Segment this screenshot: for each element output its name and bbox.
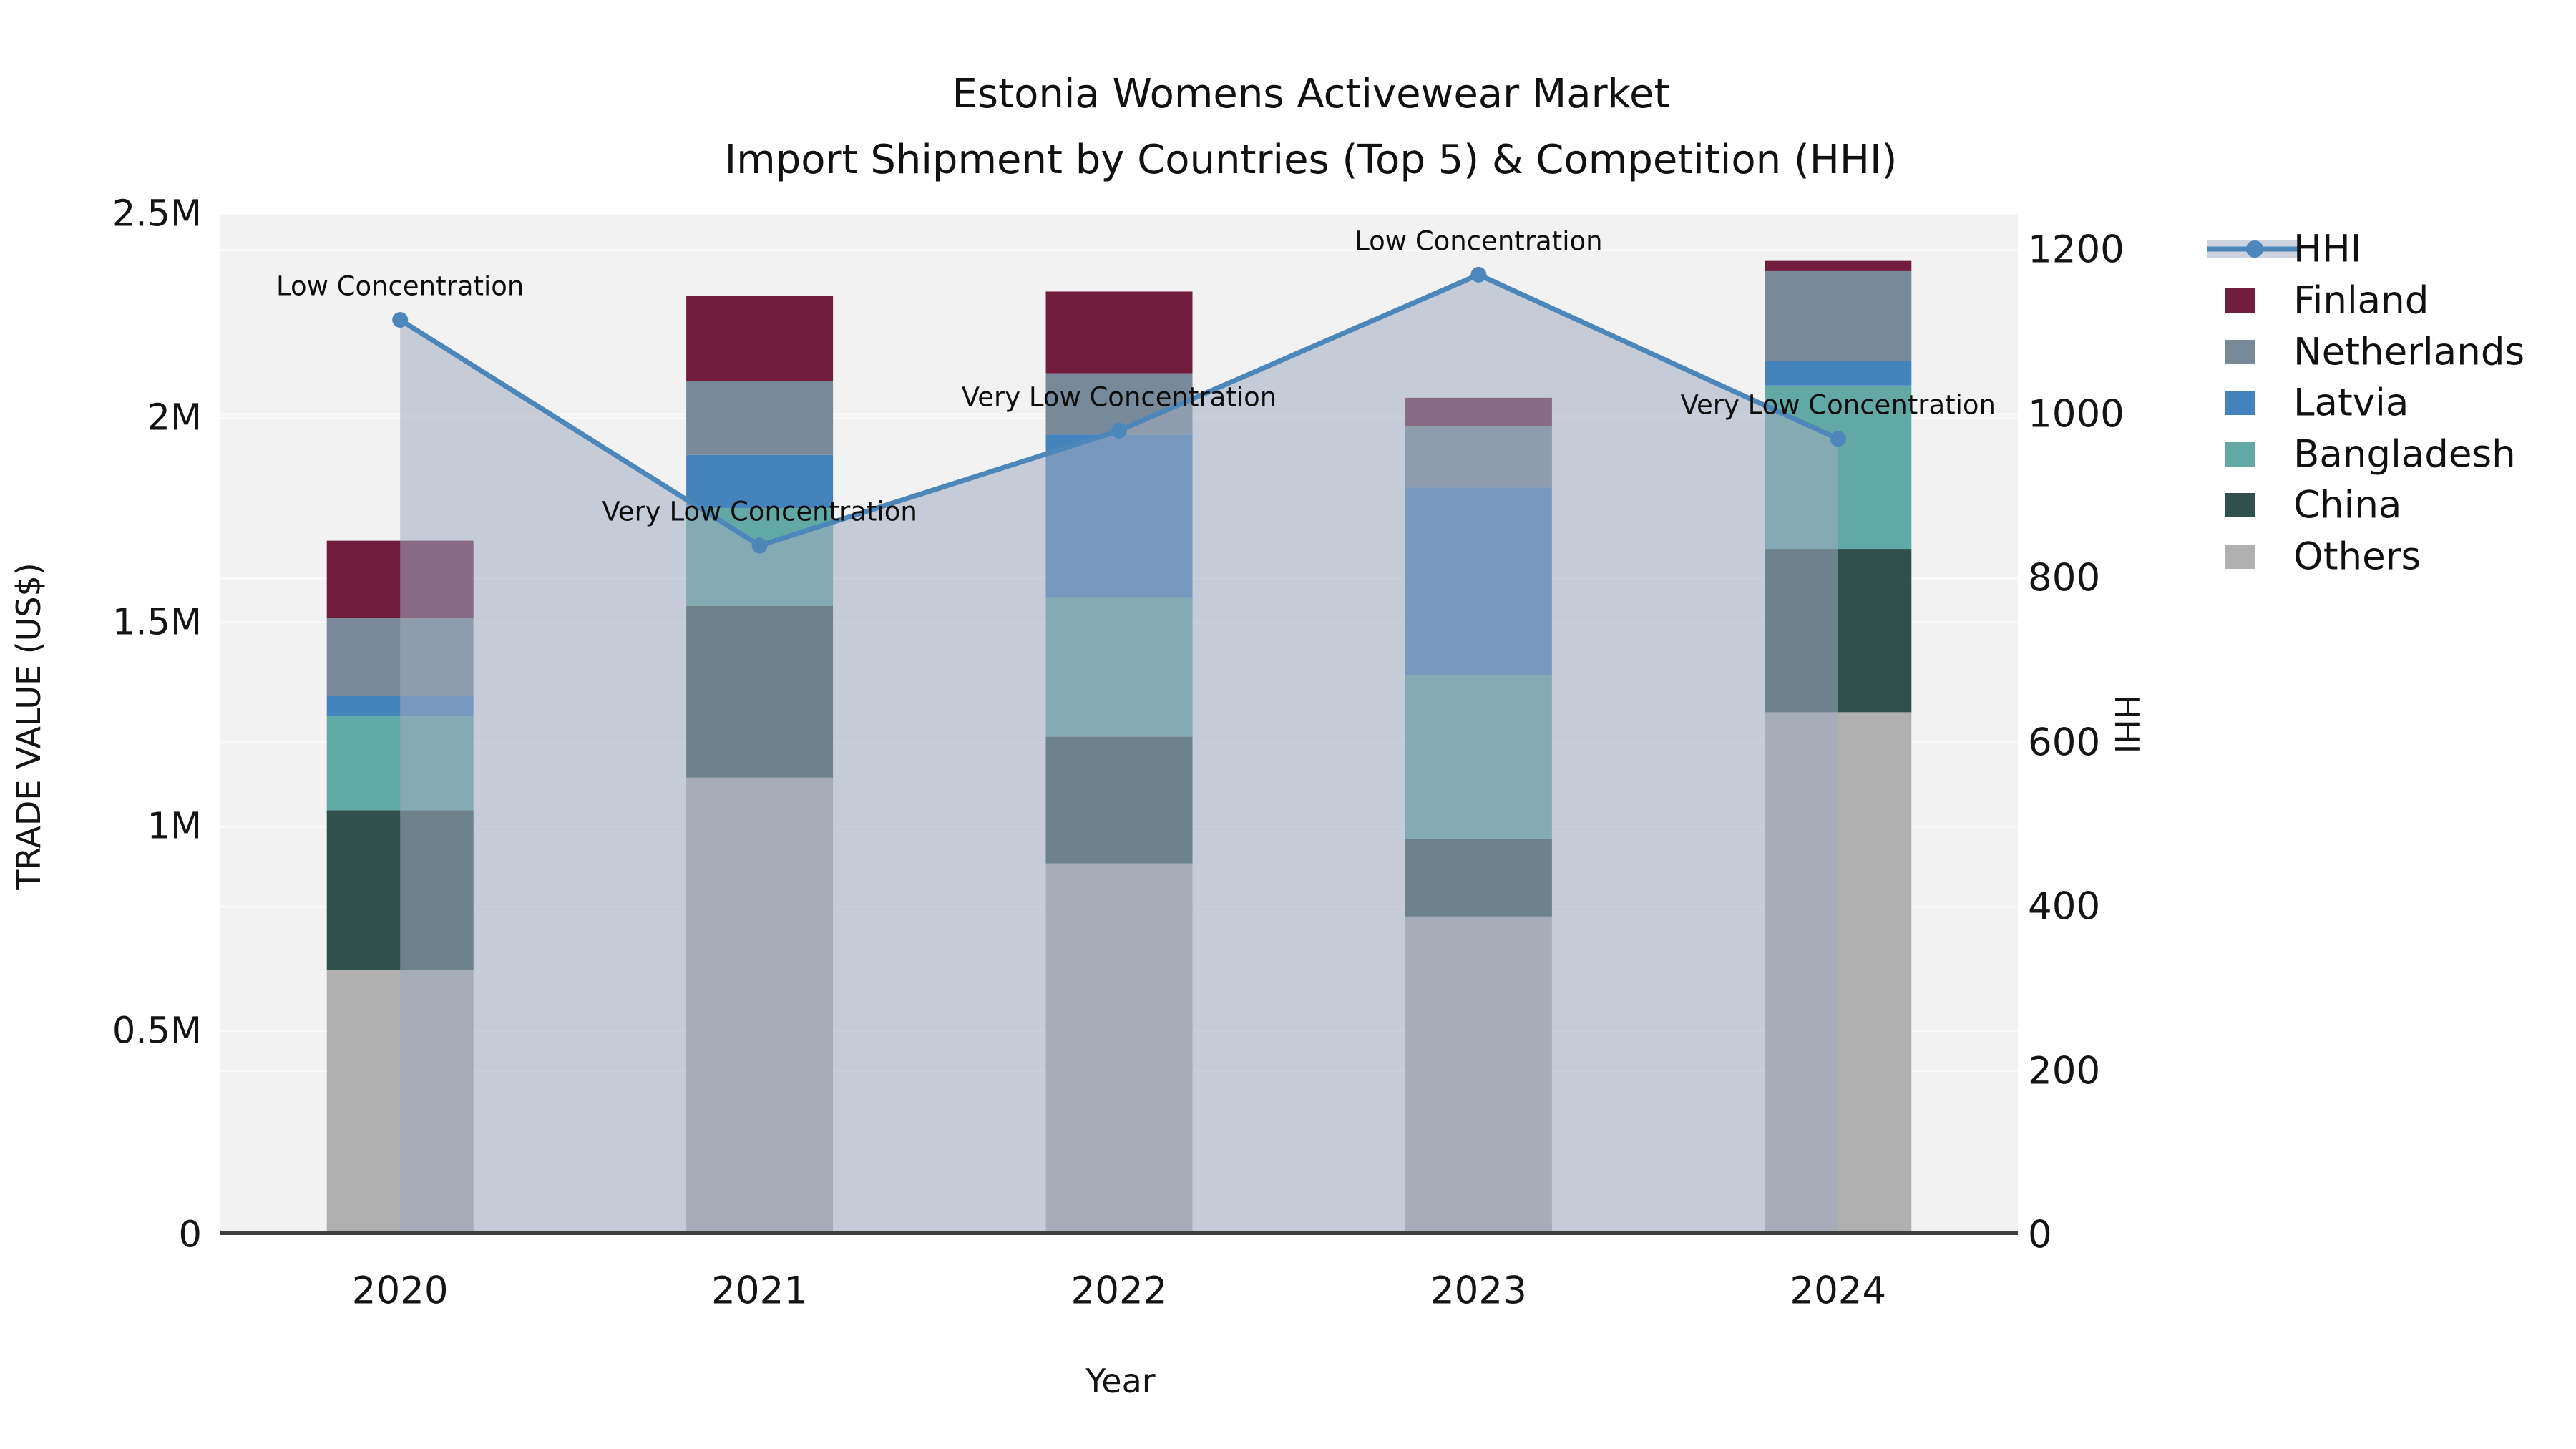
legend-swatch-china bbox=[2225, 493, 2255, 517]
bar-segment-finland-2022 bbox=[1045, 291, 1193, 374]
y-axis-right-tick: 800 bbox=[2028, 556, 2101, 600]
legend-swatch-latvia bbox=[2225, 391, 2255, 415]
y-axis-right-tick: 600 bbox=[2028, 721, 2101, 765]
legend-label-latvia: Latvia bbox=[2293, 381, 2409, 425]
y-axis-right-tick: 1200 bbox=[2028, 228, 2124, 272]
hhi-annotation-2023: Low Concentration bbox=[1355, 225, 1603, 257]
legend-label-netherlands: Netherlands bbox=[2293, 330, 2525, 374]
hhi-annotation-2021: Very Low Concentration bbox=[602, 496, 917, 527]
legend-swatch-netherlands bbox=[2225, 340, 2255, 364]
legend-swatch-finland bbox=[2225, 288, 2255, 313]
bar-segment-finland-2024 bbox=[1765, 260, 1912, 271]
y-axis-left-tick: 1M bbox=[147, 805, 202, 848]
bar-segment-latvia-2021 bbox=[686, 454, 834, 508]
legend-swatch-bangladesh bbox=[2225, 442, 2255, 467]
legend-label-finland: Finland bbox=[2293, 278, 2429, 323]
legend-label-china: China bbox=[2293, 483, 2402, 527]
hhi-marker-2023 bbox=[1470, 266, 1487, 283]
y-axis-right-tick: 0 bbox=[2028, 1213, 2052, 1257]
y-axis-right-tick: 200 bbox=[2028, 1049, 2101, 1093]
legend-label-bangladesh: Bangladesh bbox=[2293, 432, 2516, 477]
chart-title: Estonia Womens Activewear Market Import … bbox=[725, 62, 1898, 193]
hhi-marker-2024 bbox=[1830, 431, 1846, 447]
legend-swatch-others bbox=[2225, 545, 2255, 569]
y-axis-left-tick: 0.5M bbox=[112, 1010, 202, 1053]
x-axis-spine bbox=[220, 1231, 2018, 1235]
x-axis-title: Year bbox=[1085, 1362, 1156, 1400]
y-axis-left-tick: 2.5M bbox=[112, 192, 202, 235]
x-axis-tick-2020: 2020 bbox=[351, 1269, 449, 1313]
x-axis-tick-2022: 2022 bbox=[1070, 1269, 1168, 1313]
hhi-annotation-2024: Very Low Concentration bbox=[1680, 389, 1996, 421]
chart-title-line1: Estonia Womens Activewear Market bbox=[952, 71, 1670, 117]
bar-segment-latvia-2024 bbox=[1765, 361, 1912, 386]
hhi-marker-2020 bbox=[392, 311, 409, 328]
plot-area bbox=[220, 214, 2018, 1235]
hhi-marker-2022 bbox=[1111, 422, 1127, 439]
legend-label-hhi: HHI bbox=[2293, 227, 2362, 271]
y-axis-left-tick: 0 bbox=[178, 1214, 202, 1257]
y-axis-left-tick: 1.5M bbox=[112, 601, 202, 644]
y-axis-left-tick: 2M bbox=[147, 396, 202, 439]
y-axis-right-tick: 400 bbox=[2028, 884, 2101, 929]
y-axis-right-title: HHI bbox=[2107, 694, 2146, 754]
bar-segment-netherlands-2024 bbox=[1765, 270, 1912, 361]
hhi-annotation-2020: Low Concentration bbox=[276, 270, 525, 302]
x-axis-tick-2023: 2023 bbox=[1430, 1269, 1527, 1313]
hhi-marker-2021 bbox=[751, 537, 768, 554]
bar-segment-netherlands-2021 bbox=[686, 381, 834, 455]
bar-segment-finland-2021 bbox=[686, 296, 834, 382]
hhi-annotation-2022: Very Low Concentration bbox=[961, 381, 1277, 413]
chart-title-line2: Import Shipment by Countries (Top 5) & C… bbox=[724, 137, 1898, 183]
y-axis-right-tick: 1000 bbox=[2028, 392, 2124, 436]
legend-hhi-marker-icon bbox=[2246, 240, 2263, 258]
x-axis-tick-2021: 2021 bbox=[711, 1269, 809, 1313]
legend-label-others: Others bbox=[2293, 535, 2421, 579]
x-axis-tick-2024: 2024 bbox=[1790, 1269, 1887, 1313]
hhi-area bbox=[400, 274, 1838, 1235]
